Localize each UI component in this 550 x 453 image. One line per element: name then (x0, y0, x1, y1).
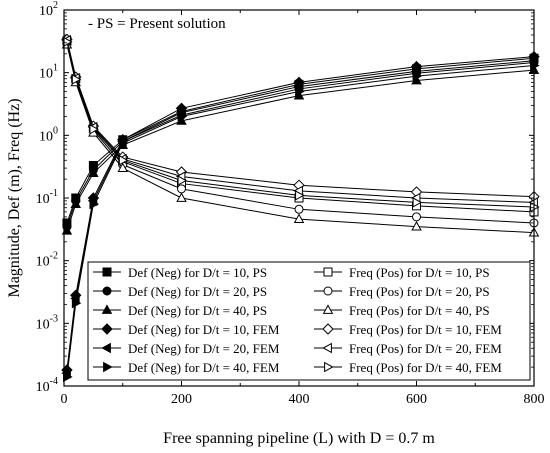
data-point (117, 162, 128, 173)
series-line (66, 57, 535, 224)
legend-label: Def (Neg) for D/t = 40, FEM (128, 360, 280, 375)
legend-item: Freq (Pos) for D/t = 40, FEM (314, 360, 502, 375)
y-tick-label: 10-4 (36, 376, 58, 395)
series-line (66, 65, 535, 377)
legend-item: Freq (Pos) for D/t = 20, PS (314, 284, 490, 299)
legend-box (87, 261, 531, 381)
data-point (118, 155, 129, 166)
legend-label: Def (Neg) for D/t = 10, FEM (128, 322, 280, 337)
y-tick-label: 100 (39, 125, 58, 144)
legend-label: Freq (Pos) for D/t = 40, FEM (349, 360, 502, 375)
legend-marker (322, 304, 334, 314)
legend-marker (323, 267, 333, 277)
data-point (177, 175, 188, 186)
legend-item: Def (Neg) for D/t = 40, PS (93, 303, 267, 318)
data-point (295, 86, 305, 97)
y-tick-label: 10-1 (36, 188, 58, 207)
data-point (177, 111, 188, 122)
legend-marker (323, 286, 333, 296)
series-6 (63, 60, 540, 383)
data-point (71, 74, 82, 85)
legend-label: Freq (Pos) for D/t = 40, PS (349, 303, 490, 318)
legend-marker (322, 342, 332, 354)
data-point (295, 190, 305, 201)
data-point (89, 198, 100, 210)
legend-item: Freq (Pos) for D/t = 10, FEM (314, 322, 502, 337)
legend-marker (101, 342, 111, 354)
legend-item: Freq (Pos) for D/t = 10, PS (314, 265, 490, 280)
data-point (412, 70, 423, 82)
x-tick-label: 600 (406, 392, 427, 407)
legend-item: Def (Neg) for D/t = 20, FEM (93, 341, 280, 356)
legend-item: Freq (Pos) for D/t = 40, PS (314, 303, 490, 318)
series-line (66, 69, 535, 231)
y-tick-label: 10-3 (36, 313, 58, 332)
legend-item: Def (Neg) for D/t = 10, PS (93, 265, 267, 280)
series-line (66, 44, 535, 234)
legend-marker (101, 323, 113, 335)
legend-item: Def (Neg) for D/t = 10, FEM (93, 322, 280, 337)
legend-item: Def (Neg) for D/t = 40, FEM (93, 360, 280, 375)
data-point (412, 197, 423, 208)
data-point (177, 184, 186, 194)
data-point (71, 297, 82, 309)
y-tick-label: 102 (39, 0, 58, 19)
legend-marker (102, 267, 112, 277)
data-point (70, 198, 81, 208)
y-tick-label: 10-2 (36, 251, 58, 270)
legend-item: Def (Neg) for D/t = 20, PS (93, 284, 267, 299)
x-tick-label: 800 (524, 392, 545, 407)
legend-marker (102, 286, 112, 296)
legend-label: Freq (Pos) for D/t = 20, PS (349, 284, 490, 299)
legend-label: Freq (Pos) for D/t = 20, FEM (349, 341, 502, 356)
legend-label: Freq (Pos) for D/t = 10, FEM (349, 322, 502, 337)
data-point (176, 192, 187, 202)
y-tick-label: 101 (39, 63, 58, 82)
y-axis-label: Magnitude, Def (m), Freq (Hz) (6, 98, 23, 297)
legend-item: Freq (Pos) for D/t = 20, FEM (314, 341, 502, 356)
legend: Def (Neg) for D/t = 10, PS Def (Neg) for … (87, 261, 531, 381)
annotation: - PS = Present solution (88, 16, 226, 32)
data-point (89, 124, 100, 135)
data-point (88, 167, 99, 177)
x-axis-label: Free spanning pipeline (L) with D = 0.7 … (163, 430, 435, 447)
legend-label: Def (Neg) for D/t = 20, FEM (128, 341, 280, 356)
legend-label: Freq (Pos) for D/t = 10, PS (349, 265, 490, 280)
axis-ticks: 0 200 400 600 800 10-4 10-3 10-2 10-1 100 101 102 (36, 0, 545, 407)
series-line (66, 60, 535, 374)
legend-marker (103, 361, 113, 373)
series-line (66, 62, 535, 227)
series-10 (61, 33, 540, 203)
data-point (293, 213, 305, 224)
data-point (412, 212, 421, 222)
legend-marker (322, 323, 334, 335)
x-tick-label: 200 (171, 392, 192, 407)
x-tick-label: 400 (289, 392, 310, 407)
x-tick-label: 0 (61, 392, 68, 407)
data-point (411, 220, 422, 231)
series-line (66, 41, 535, 208)
series-line (66, 56, 535, 371)
data-point (294, 204, 304, 214)
data-point (61, 225, 73, 235)
legend-label: Def (Neg) for D/t = 20, PS (128, 284, 267, 299)
legend-marker (324, 361, 334, 373)
data-point (118, 137, 129, 149)
legend-marker (101, 304, 113, 314)
legend-label: Def (Neg) for D/t = 10, PS (128, 265, 267, 280)
legend-label: Def (Neg) for D/t = 40, PS (128, 303, 267, 318)
